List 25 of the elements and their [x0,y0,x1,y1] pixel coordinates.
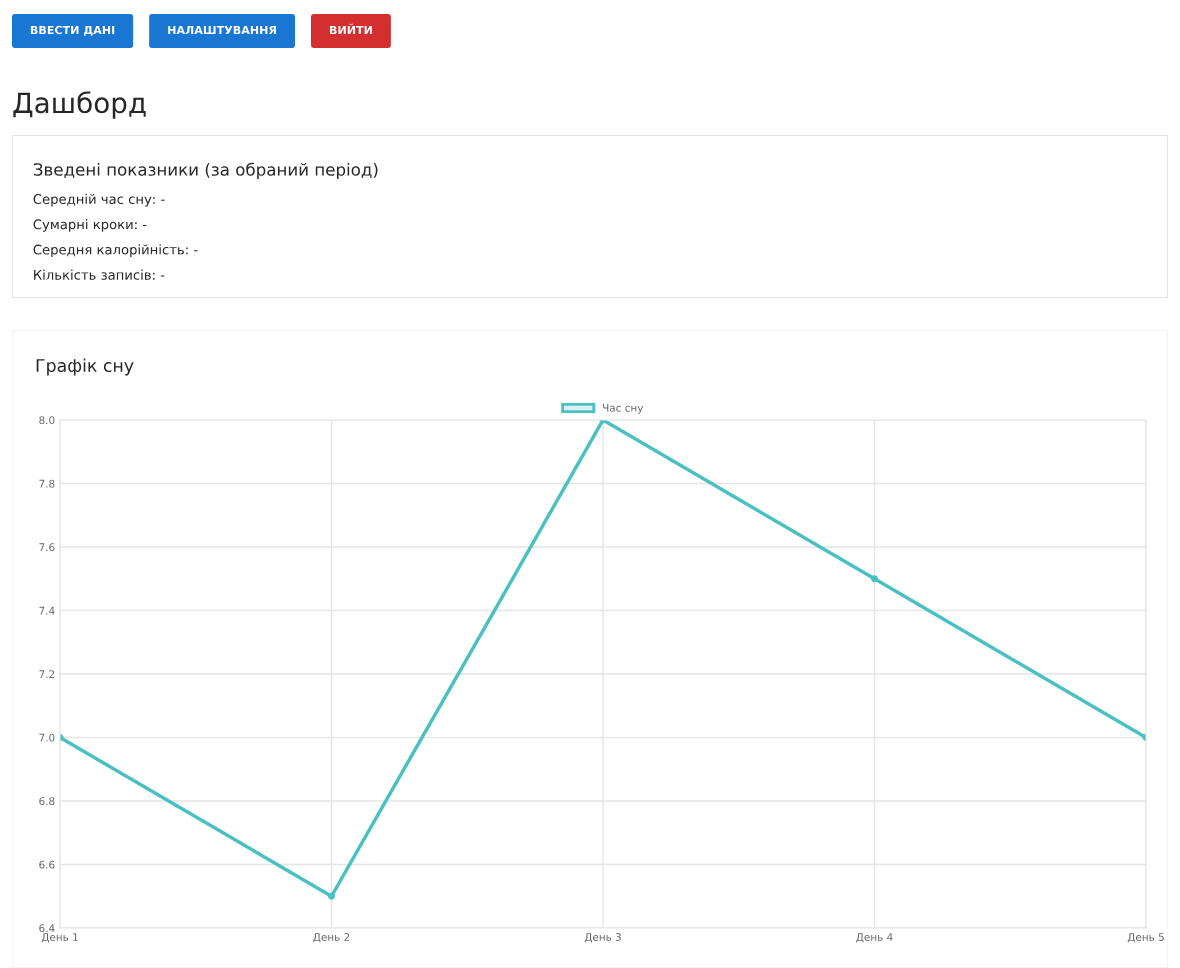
x-tick-label: День 1 [41,933,78,943]
legend-label: Час сну [603,403,644,414]
y-tick-label: 7.2 [39,670,55,678]
y-tick-label: 7.6 [39,543,55,552]
x-tick-label: День 3 [584,933,621,943]
y-tick-label: 6.6 [39,860,55,869]
y-tick-label: 7.4 [39,606,55,615]
text: Дашборд [13,91,146,119]
text: Середня калорійність: - [33,244,198,258]
x-tick-label: День 5 [1127,933,1164,943]
text: Зведені показники (за обраний період) [33,162,378,180]
x-tick-label: День 4 [856,933,893,943]
text: Середній час сну: - [33,193,165,207]
y-tick-label: 7.8 [39,479,55,488]
y-tick-label: 6.8 [39,797,55,806]
text: Сумарні кроки: - [33,219,147,232]
y-tick-label: 7.0 [39,733,55,742]
text: ВИЙТИ [329,23,372,35]
text: НАЛАШТУВАННЯ [168,25,276,35]
chart-title: Графік сну [36,358,134,376]
text: Кількість записів: - [34,269,165,280]
text: ВВЕСТИ ДАНІ [30,25,115,36]
y-tick-label: 8.0 [39,416,55,425]
x-tick-label: День 2 [313,933,350,943]
y-tick-label: 6.4 [39,924,55,933]
